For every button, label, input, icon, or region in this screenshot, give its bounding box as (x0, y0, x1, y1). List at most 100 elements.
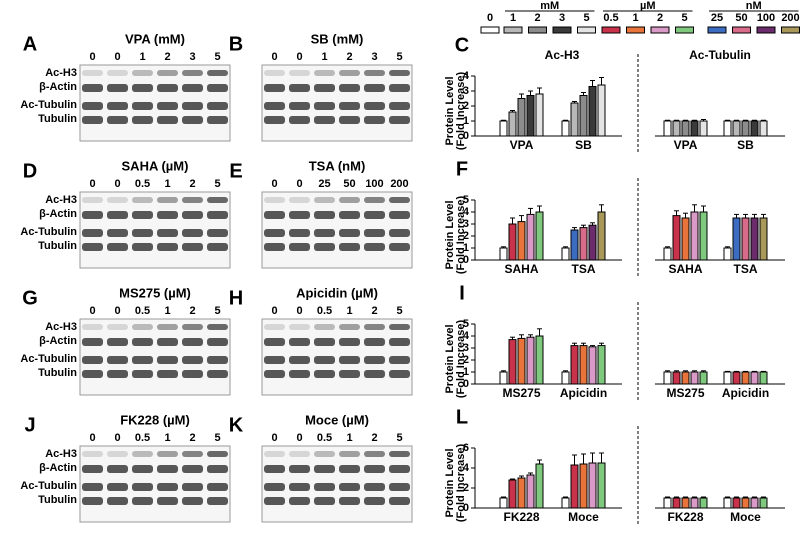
bar (535, 93, 544, 137)
legend-swatch (503, 26, 523, 34)
legend-dose: 1 (510, 12, 516, 24)
dose-label: 2 (164, 51, 170, 63)
y-tick-label: 3 (463, 85, 469, 97)
blot-band (289, 497, 310, 505)
blot-band (389, 84, 410, 92)
y-tick-label: 0 (463, 130, 469, 142)
blot-band (182, 84, 203, 92)
blot-band (157, 116, 178, 124)
blot-band (132, 370, 153, 378)
section-title: Ac-Tubulin (689, 48, 751, 62)
blot-band (107, 70, 128, 76)
bar (672, 497, 681, 509)
blot-band (364, 84, 385, 92)
blot-band (264, 116, 285, 124)
row-label: β-Actin (39, 81, 77, 93)
row-label: Ac-Tubulin (20, 353, 77, 365)
blot-band (207, 102, 228, 110)
bar (759, 120, 768, 137)
blot-band (364, 229, 385, 237)
blot-band (289, 356, 310, 364)
y-axis-label: Protein Level (444, 200, 456, 269)
dose-label: 5 (214, 432, 220, 444)
bar (681, 120, 690, 137)
bar (699, 211, 708, 261)
legend-dose: 0.5 (603, 12, 618, 24)
blot-band (264, 483, 285, 491)
blot-band (314, 497, 335, 505)
blot-band (289, 483, 310, 491)
panel-letter: K (229, 414, 244, 436)
blot-band (289, 211, 310, 219)
bar (759, 497, 768, 509)
blot-band (289, 465, 310, 473)
bar (663, 371, 672, 385)
y-tick-label: 2 (463, 354, 469, 366)
bar (732, 217, 741, 261)
blot-band (157, 497, 178, 505)
bar (723, 497, 732, 509)
row-label: β-Actin (39, 335, 77, 347)
legend-unit: nM (746, 0, 762, 12)
blot-band (107, 84, 128, 92)
blot-band (207, 197, 228, 203)
blot-title: Moce (µM) (305, 412, 369, 427)
blot-band (157, 483, 178, 491)
blot-band (389, 243, 410, 251)
blot-band (289, 102, 310, 110)
blot-band (157, 70, 178, 76)
blot-band (182, 102, 203, 110)
dose-label: 0 (114, 305, 120, 317)
y-tick-label: 6 (463, 442, 469, 454)
bar (499, 497, 508, 509)
legend-swatch (552, 26, 572, 34)
dose-label: 0 (89, 178, 95, 190)
row-label: Tubulin (38, 494, 77, 506)
y-tick-label: 0 (463, 254, 469, 266)
blot-band (314, 243, 335, 251)
blot-band (314, 70, 335, 76)
blot-band (207, 356, 228, 364)
blot-band (339, 197, 360, 203)
bar (741, 217, 750, 261)
bar (588, 462, 597, 509)
blot-band (339, 116, 360, 124)
bar (699, 497, 708, 509)
dose-label: 0 (114, 51, 120, 63)
blot-band (314, 465, 335, 473)
row-label: Ac-Tubulin (20, 99, 77, 111)
blot-band (364, 465, 385, 473)
blot-band (207, 116, 228, 124)
bar (681, 217, 690, 261)
blot-band (82, 356, 103, 364)
dose-label: 1 (321, 51, 327, 63)
legend-swatch (732, 26, 751, 34)
dose-label: 25 (318, 178, 330, 190)
blot-band (82, 451, 103, 457)
blot-band (289, 229, 310, 237)
bar (597, 345, 606, 385)
blot-band (82, 465, 103, 473)
blot-band (264, 370, 285, 378)
blot-frame (261, 191, 413, 269)
bar (561, 497, 570, 509)
bar (681, 371, 690, 385)
y-tick-label: 2 (463, 100, 469, 112)
bar (741, 497, 750, 509)
bar (517, 98, 526, 137)
blot-band (339, 229, 360, 237)
dose-label: 0 (296, 432, 302, 444)
blot-band (207, 483, 228, 491)
dose-label: 0 (89, 432, 95, 444)
y-axis-label: (Fold Increase) (455, 72, 467, 151)
y-axis-label: Protein Level (444, 76, 456, 145)
y-tick-label: 0 (463, 502, 469, 514)
blot-band (207, 497, 228, 505)
blot-band (157, 370, 178, 378)
blot-band (264, 324, 285, 330)
bar (732, 120, 741, 137)
bar (508, 339, 517, 385)
blot-band (339, 497, 360, 505)
bar (750, 497, 759, 509)
blot-band (389, 211, 410, 219)
